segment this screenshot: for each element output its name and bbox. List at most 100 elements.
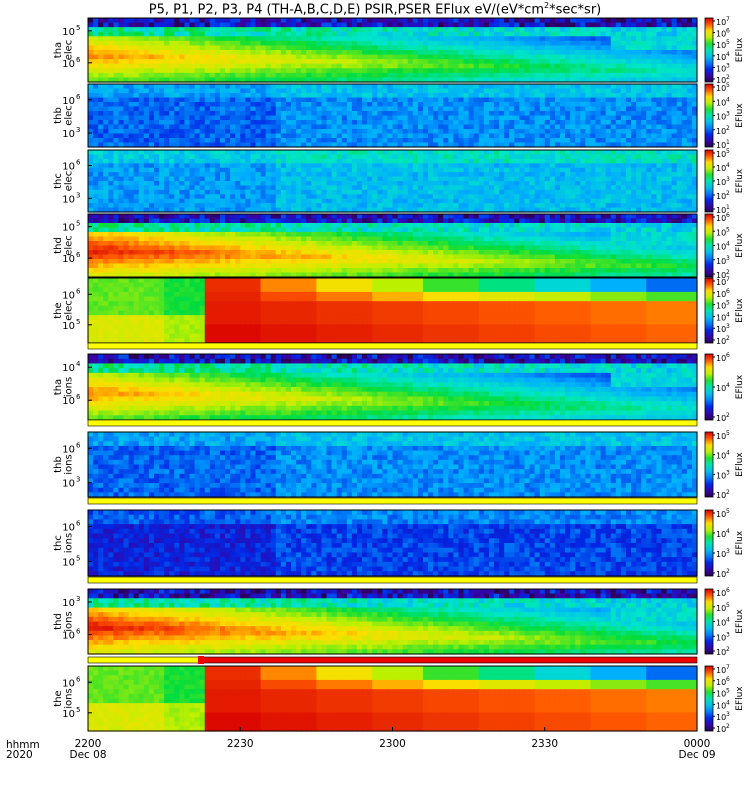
y-tick-label: 10: [62, 444, 75, 455]
y-tick-label: 10: [62, 129, 75, 140]
y-tick-label: 10: [62, 598, 75, 609]
colorbar-tick-label: 10: [716, 550, 726, 559]
flag-bar: [87, 342, 698, 350]
colorbar-tick-exponent: 4: [726, 96, 730, 103]
colorbar-label: EFlux: [735, 686, 745, 711]
colorbar-tick-label: 10: [716, 452, 726, 461]
y-tick-exponent: 6: [76, 628, 81, 636]
colorbar-tick-exponent: 6: [726, 352, 730, 359]
colorbar-tick-exponent: 7: [726, 16, 730, 23]
colorbar-tick-label: 10: [716, 150, 726, 159]
colorbar-tick-label: 10: [716, 690, 726, 699]
y-tick-label: 10: [62, 194, 75, 205]
colorbar-tick-exponent: 1: [726, 139, 730, 146]
panel-frame: [87, 509, 698, 577]
y-tick-label: 10: [62, 162, 75, 173]
y-tick-exponent: 3: [76, 476, 80, 484]
colorbar-tick-label: 10: [716, 491, 726, 500]
y-tick-exponent: 5: [76, 318, 80, 326]
panel-frame: [87, 213, 698, 278]
colorbar-label: EFlux: [735, 103, 745, 128]
colorbar-tick-exponent: 5: [726, 688, 730, 695]
colorbar-label: EFlux: [735, 609, 745, 634]
colorbar-tick-label: 10: [716, 278, 726, 287]
colorbar-tick-label: 10: [716, 53, 726, 62]
colorbar-tick-label: 10: [716, 471, 726, 480]
colorbar-tick-exponent: 1: [726, 204, 730, 211]
y-tick-exponent: 6: [76, 93, 81, 101]
colorbar-tick-exponent: 4: [726, 699, 730, 706]
heatmap-the-ions: [88, 666, 698, 732]
heatmap-thc-ions: [88, 510, 698, 577]
y-tick-label: 10: [62, 396, 75, 407]
colorbar-tick-label: 10: [716, 30, 726, 39]
y-tick-label: 10: [62, 523, 75, 534]
colorbar-tick-exponent: 5: [726, 226, 730, 233]
heatmap-thb-elec: [88, 84, 698, 148]
colorbar-tick-label: 10: [716, 530, 726, 539]
colorbar-tick-label: 10: [716, 604, 726, 613]
colorbar-tick-label: 10: [716, 98, 726, 107]
x-tick-label: 2330: [531, 738, 558, 750]
y-axis-label: thaelec: [53, 40, 75, 61]
colorbar-tick-label: 10: [716, 302, 726, 311]
colorbar-tick-label: 10: [716, 290, 726, 299]
y-tick-label: 10: [62, 27, 75, 38]
y-tick-label: 10: [62, 363, 75, 374]
x-tick-date: Dec 08: [69, 749, 106, 761]
colorbar-label: EFlux: [735, 37, 745, 62]
colorbar-tick-exponent: 2: [726, 489, 730, 496]
colorbar-tick-label: 10: [716, 41, 726, 50]
colorbar-tick-label: 10: [716, 432, 726, 441]
colorbar-tick-exponent: 3: [726, 111, 730, 118]
colorbar-tick-exponent: 4: [726, 311, 730, 318]
colorbar-tick-label: 10: [716, 76, 726, 85]
colorbar: [704, 213, 714, 278]
colorbar-tick-exponent: 3: [726, 711, 730, 718]
colorbar: [704, 277, 714, 344]
heatmap-tha-elec: [88, 18, 698, 83]
colorbar-tick-exponent: 3: [726, 176, 730, 183]
colorbar-tick-exponent: 4: [726, 51, 730, 58]
colorbar-label: EFlux: [735, 168, 745, 193]
colorbar-tick-exponent: 5: [726, 82, 730, 89]
colorbar-label: EFlux: [735, 452, 745, 477]
panel-frame: [87, 17, 698, 83]
colorbar-tick-exponent: 2: [726, 723, 730, 730]
colorbar-label: EFlux: [735, 374, 745, 399]
colorbar-tick-label: 10: [716, 206, 726, 215]
colorbar: [704, 509, 714, 577]
colorbar-tick-exponent: 4: [726, 382, 730, 389]
colorbar: [704, 83, 714, 148]
y-tick-label: 10: [62, 631, 75, 642]
y-tick-label: 10: [62, 96, 75, 107]
heatmap-thd-ions: [88, 589, 698, 655]
y-tick-exponent: 5: [76, 706, 80, 714]
y-tick-exponent: 5: [76, 554, 80, 562]
colorbar-tick-exponent: 2: [726, 190, 730, 197]
y-tick-label: 10: [62, 479, 75, 490]
colorbar-tick-label: 10: [716, 164, 726, 173]
x-tick-label: 2230: [227, 738, 254, 750]
colorbar-tick-exponent: 2: [726, 646, 730, 653]
x-tick-label: 0000: [684, 738, 711, 750]
y-tick-label: 10: [62, 678, 75, 689]
colorbar-tick-exponent: 5: [726, 508, 730, 515]
flag-bar: [87, 419, 698, 427]
colorbar-tick-label: 10: [716, 648, 726, 657]
colorbar-tick-exponent: 6: [726, 288, 730, 295]
y-tick-exponent: 6: [76, 56, 81, 64]
colorbar-tick-label: 10: [716, 64, 726, 73]
flag-bar: [87, 656, 698, 664]
colorbar-tick-exponent: 2: [726, 568, 730, 575]
y-tick-exponent: 6: [76, 675, 81, 683]
colorbar-tick-exponent: 2: [726, 74, 730, 81]
y-axis-label: thdelec: [53, 235, 75, 256]
